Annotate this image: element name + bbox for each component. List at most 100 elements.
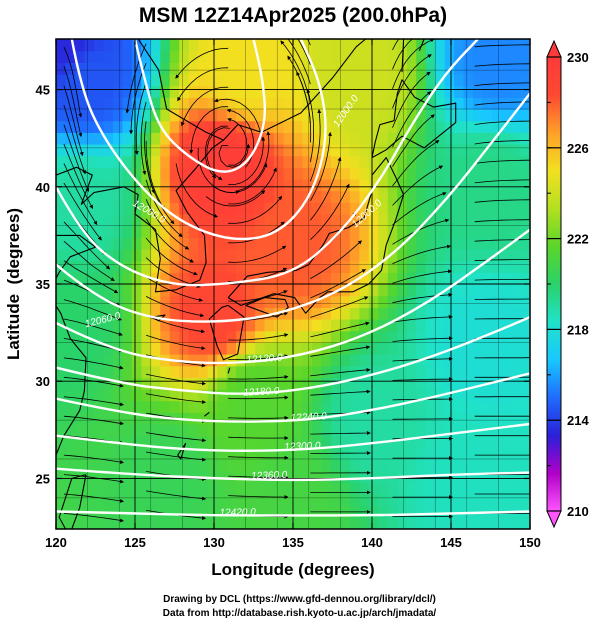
streamline xyxy=(310,431,371,436)
heatmap-cell xyxy=(463,377,474,390)
heatmap-cell xyxy=(264,85,275,98)
heatmap-cell xyxy=(84,50,95,63)
heatmap-cell xyxy=(302,435,313,448)
heatmap-cell xyxy=(359,155,370,168)
heatmap-cell xyxy=(84,225,95,238)
heatmap-cell xyxy=(511,62,522,75)
streamline xyxy=(63,182,102,241)
heatmap-cell xyxy=(444,85,455,98)
heatmap-cell xyxy=(482,447,493,460)
heatmap-cell xyxy=(349,237,360,250)
heatmap-cell xyxy=(283,494,294,507)
heatmap-cell xyxy=(56,400,67,413)
streamline xyxy=(175,163,219,218)
heatmap-cell xyxy=(274,494,285,507)
heatmap-cell xyxy=(340,85,351,98)
streamline xyxy=(228,195,283,224)
heatmap-cell xyxy=(264,39,275,52)
heatmap-cell xyxy=(302,494,313,507)
heatmap-cell xyxy=(293,120,304,133)
heatmap-cell xyxy=(56,249,67,262)
heatmap-cell xyxy=(141,389,152,402)
heatmap-cell xyxy=(330,330,341,343)
heatmap-cell xyxy=(397,260,408,273)
heatmap-cell xyxy=(274,225,285,238)
heatmap-cell xyxy=(103,342,114,355)
colorbar-max-arrow xyxy=(546,39,562,58)
heatmap-cell xyxy=(150,202,161,215)
heatmap-cell xyxy=(473,109,484,122)
heatmap-cell xyxy=(74,482,86,495)
heatmap-cell xyxy=(150,155,161,168)
heatmap-cell xyxy=(188,249,199,262)
heatmap-cell xyxy=(397,85,408,98)
streamline xyxy=(228,354,289,361)
heatmap-cell xyxy=(492,295,503,308)
heatmap-cell xyxy=(425,354,436,367)
heatmap-cell xyxy=(245,447,256,460)
heatmap-cell xyxy=(141,132,152,145)
heatmap-cell xyxy=(511,179,522,192)
heatmap-cell xyxy=(397,249,408,262)
heatmap-cell xyxy=(492,109,503,122)
heatmap-cell xyxy=(368,389,379,402)
heatmap-cell xyxy=(444,400,455,413)
streamline xyxy=(474,159,530,164)
heatmap-cell xyxy=(425,214,436,227)
heatmap-cell xyxy=(463,307,474,320)
heatmap-cell xyxy=(103,155,114,168)
heatmap-cell xyxy=(207,237,218,250)
heatmap-cell xyxy=(359,435,370,448)
streamline xyxy=(145,179,183,238)
heatmap-cell xyxy=(245,354,256,367)
heatmap-cell xyxy=(425,330,436,343)
heatmap-cell xyxy=(511,260,522,273)
heatmap-cell xyxy=(406,459,417,472)
heatmap-cell xyxy=(482,284,493,297)
heatmap-cell xyxy=(321,517,332,529)
heatmap-cell xyxy=(207,377,218,390)
heatmap-cell xyxy=(274,505,285,518)
heatmap-cell xyxy=(473,389,484,402)
heatmap-cell xyxy=(520,167,530,180)
heatmap-cell xyxy=(425,190,436,203)
heatmap-cell xyxy=(283,389,294,402)
heatmap-cell xyxy=(530,86,540,98)
heatmap-cell xyxy=(378,424,389,437)
heatmap-cell xyxy=(416,167,427,180)
heatmap-cell xyxy=(65,190,76,203)
heatmap-cell xyxy=(160,377,171,390)
heatmap-cell xyxy=(188,190,199,203)
heatmap-cell xyxy=(122,202,133,215)
heatmap-cell xyxy=(160,365,171,378)
heatmap-cell xyxy=(188,132,199,145)
heatmap-cell xyxy=(340,225,351,238)
heatmap-cell xyxy=(131,190,142,203)
heatmap-cell xyxy=(463,214,474,227)
heatmap-cell xyxy=(131,249,142,262)
heatmap-cell xyxy=(302,249,313,262)
heatmap-cell xyxy=(264,377,275,390)
heatmap-cell xyxy=(406,377,417,390)
heatmap-cell xyxy=(359,412,370,425)
heatmap-cell xyxy=(103,400,114,413)
heatmap-cell xyxy=(340,307,351,320)
heatmap-cell xyxy=(198,190,209,203)
heatmap-cell xyxy=(112,144,123,157)
heatmap-cell xyxy=(283,459,294,472)
heatmap-cell xyxy=(150,120,161,133)
heatmap-cell xyxy=(264,202,275,215)
heatmap-cell xyxy=(112,470,123,483)
heatmap-cell xyxy=(56,62,67,75)
heatmap-cell xyxy=(264,144,275,157)
heatmap-cell xyxy=(188,155,199,168)
heatmap-cell xyxy=(473,179,484,192)
heatmap-cell xyxy=(274,295,285,308)
heatmap-cell xyxy=(378,85,389,98)
heatmap-cell xyxy=(245,155,256,168)
heatmap-cell xyxy=(141,517,152,529)
streamline xyxy=(392,114,435,167)
heatmap-cell xyxy=(122,435,133,448)
heatmap-cell xyxy=(198,62,209,75)
